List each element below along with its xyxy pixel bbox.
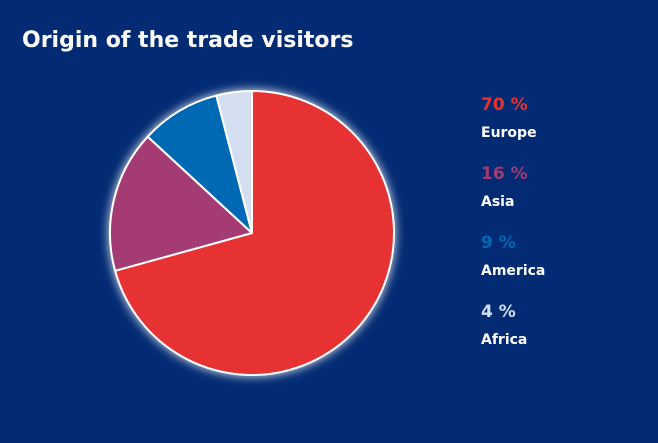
legend-label: Asia [481, 194, 514, 210]
pie-slice [215, 90, 253, 234]
legend-label: Africa [481, 332, 527, 348]
pie-slice [109, 135, 253, 272]
legend-value: 9 % [481, 233, 516, 253]
legend-value: 70 % [481, 95, 528, 115]
legend-label: America [481, 263, 545, 279]
pie [109, 90, 395, 376]
pie-slice [114, 90, 395, 376]
legend-value: 4 % [481, 302, 516, 322]
chart-title: Origin of the trade visitors [22, 28, 353, 53]
legend-value: 16 % [481, 164, 528, 184]
pie-slice [146, 94, 253, 234]
legend-label: Europe [481, 125, 537, 141]
